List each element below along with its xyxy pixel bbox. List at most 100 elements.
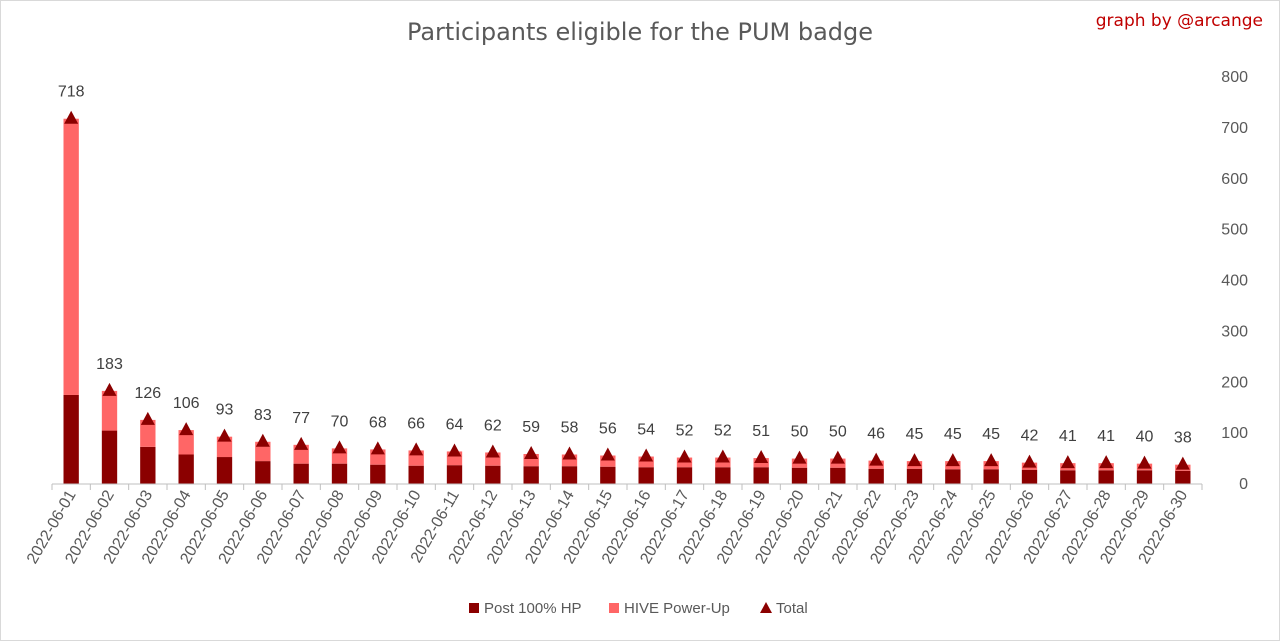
data-label-total: 38 — [1174, 430, 1192, 447]
bar-post-100-hp — [830, 467, 846, 484]
bar-post-100-hp — [600, 466, 616, 484]
bar-post-100-hp — [446, 465, 463, 484]
y-tick-label: 500 — [1221, 222, 1248, 239]
legend-label-total: Total — [776, 600, 808, 617]
bar-post-100-hp — [1060, 470, 1076, 484]
data-label-total: 62 — [484, 417, 502, 434]
data-label-total: 59 — [522, 419, 540, 436]
legend-label-post-100-hp: Post 100% HP — [484, 600, 582, 617]
data-label-total: 50 — [791, 424, 809, 441]
y-tick-label: 700 — [1221, 120, 1248, 137]
bar-post-100-hp — [676, 467, 693, 484]
bar-post-100-hp — [715, 467, 731, 484]
data-label-total: 45 — [944, 426, 962, 443]
marker-total — [562, 446, 577, 460]
bar-post-100-hp — [216, 457, 233, 484]
bar-post-100-hp — [255, 461, 271, 484]
data-label-total: 51 — [752, 423, 770, 440]
bar-post-100-hp — [63, 394, 79, 484]
marker-total — [1175, 456, 1190, 470]
data-label-total: 41 — [1059, 428, 1077, 445]
bar-post-100-hp — [906, 468, 923, 484]
legend-swatch-hive-power-up — [609, 603, 619, 613]
data-label-total: 46 — [867, 426, 885, 443]
bar-post-100-hp — [1136, 470, 1153, 484]
marker-total — [64, 110, 79, 124]
data-label-total: 106 — [173, 395, 200, 412]
marker-total — [140, 411, 155, 425]
marker-total — [1137, 455, 1152, 469]
data-label-total: 58 — [561, 419, 579, 436]
marker-total — [332, 440, 347, 454]
marker-total — [102, 382, 117, 396]
data-label-total: 77 — [292, 410, 310, 427]
chart-title: Participants eligible for the PUM badge — [406, 18, 874, 46]
data-label-total: 52 — [714, 423, 732, 440]
marker-total — [294, 436, 309, 450]
y-tick-label: 0 — [1239, 476, 1248, 493]
data-label-total: 126 — [134, 385, 161, 402]
bar-post-100-hp — [945, 469, 961, 484]
marker-total — [945, 453, 960, 467]
marker-total — [677, 449, 692, 463]
marker-total — [639, 448, 654, 462]
data-label-total: 52 — [676, 423, 694, 440]
data-label-total: 718 — [58, 84, 85, 101]
bar-post-100-hp — [561, 466, 578, 484]
bar-post-100-hp — [485, 465, 501, 484]
marker-total — [715, 449, 730, 463]
data-label-total: 56 — [599, 421, 617, 438]
data-label-total: 42 — [1021, 428, 1039, 445]
bar-post-100-hp — [983, 469, 999, 484]
marker-total — [1060, 455, 1075, 469]
chart-credit: graph by @arcange — [1095, 11, 1263, 31]
data-label-total: 183 — [96, 356, 123, 373]
marker-total — [255, 433, 270, 447]
marker-total — [600, 447, 615, 461]
bar-post-100-hp — [178, 454, 194, 484]
bar-post-100-hp — [753, 467, 769, 484]
legend-swatch-post-100-hp — [469, 603, 479, 613]
marker-total — [370, 441, 385, 455]
bar-hive-power-up — [140, 419, 156, 447]
bar-hive-power-up — [178, 430, 194, 455]
y-tick-labels-group: 0 100 200 300 400 500 600 700 800 — [1221, 69, 1248, 493]
bar-hive-power-up — [561, 454, 578, 467]
data-label-total: 40 — [1136, 429, 1154, 446]
marker-total — [869, 452, 884, 466]
bar-post-100-hp — [370, 464, 386, 484]
legend-label-hive-power-up: HIVE Power-Up — [624, 600, 730, 617]
bar-post-100-hp — [868, 468, 884, 484]
bar-hive-power-up — [101, 390, 118, 431]
axes-group — [51, 483, 1203, 490]
marker-total — [754, 450, 769, 464]
marker-total — [447, 443, 462, 457]
marker-total — [1099, 455, 1114, 469]
y-tick-label: 400 — [1221, 273, 1248, 290]
data-label-total: 64 — [446, 416, 464, 433]
marker-total — [485, 444, 500, 458]
marker-total — [984, 453, 999, 467]
y-tick-label: 800 — [1221, 69, 1248, 86]
bar-post-100-hp — [140, 446, 156, 484]
data-label-total: 68 — [369, 414, 387, 431]
data-label-total: 83 — [254, 407, 272, 424]
bar-post-100-hp — [101, 430, 118, 484]
x-tick-labels-group: 2022-06-012022-06-022022-06-032022-06-04… — [24, 487, 1191, 566]
y-tick-label: 600 — [1221, 171, 1248, 188]
data-labels-group: 718 183 126 106 93 83 77 70 68 66 64 62 59 58 56 54 52 52… — [58, 84, 1192, 447]
data-label-total: 50 — [829, 424, 847, 441]
marker-total — [792, 450, 807, 464]
total-markers-group — [64, 110, 1190, 470]
data-label-total: 66 — [407, 415, 425, 432]
data-label-total: 93 — [216, 402, 234, 419]
marker-total — [179, 422, 194, 436]
bar-post-100-hp — [638, 467, 654, 484]
y-tick-label: 100 — [1221, 425, 1248, 442]
y-tick-label: 200 — [1221, 374, 1248, 391]
bar-post-100-hp — [331, 463, 348, 484]
data-label-total: 41 — [1097, 428, 1115, 445]
marker-total — [1022, 454, 1037, 468]
